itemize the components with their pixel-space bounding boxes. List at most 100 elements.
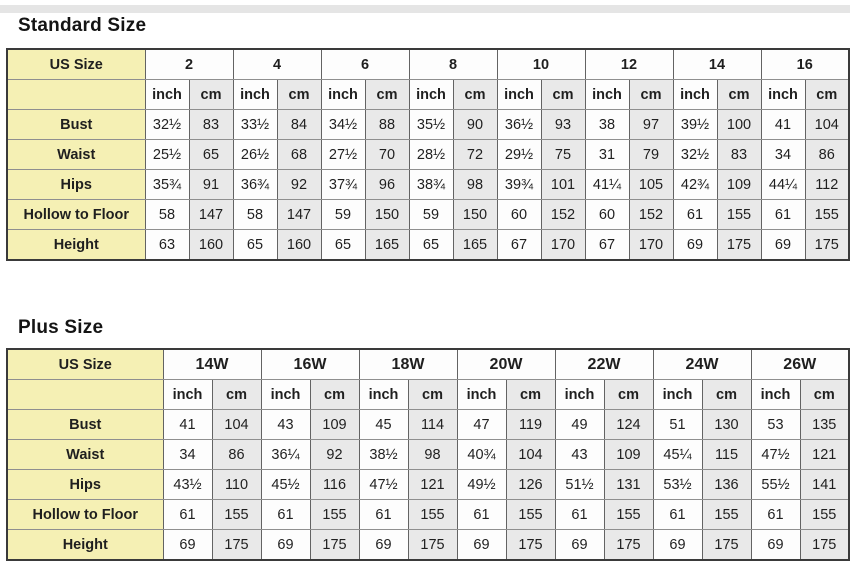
measurement-cell-inch: 69 [672, 229, 718, 261]
size-header-cell-4: 4 [232, 48, 322, 80]
measurement-cell-cm: 155 [309, 499, 360, 530]
measurement-cell-inch: 59 [320, 199, 366, 230]
measurement-cell-cm: 90 [452, 109, 498, 140]
unit-inch-cell: inch [162, 379, 213, 410]
measurement-cell-inch: 65 [408, 229, 454, 261]
measurement-cell-inch: 58 [232, 199, 278, 230]
measurement-cell-inch: 61 [760, 199, 806, 230]
standard-unit-header-row: inch cm inch cm inch cm inch cm inch cm inch cm inch… [6, 79, 850, 110]
size-header-cell-12: 12 [584, 48, 674, 80]
measurement-cell-cm: 147 [276, 199, 322, 230]
measurement-cell-inch: 65 [320, 229, 366, 261]
size-header-cell-8: 8 [408, 48, 498, 80]
measurement-cell-cm: 155 [701, 499, 752, 530]
measurement-cell-inch: 32½ [144, 109, 190, 140]
measurement-cell-inch: 41¼ [584, 169, 630, 200]
measurement-cell-inch: 45 [358, 409, 409, 440]
measurement-cell-cm: 101 [540, 169, 586, 200]
measurement-cell-inch: 38 [584, 109, 630, 140]
measurement-cell-cm: 126 [505, 469, 556, 500]
measurement-cell-cm: 155 [505, 499, 556, 530]
measurement-cell-cm: 84 [276, 109, 322, 140]
measurement-cell-inch: 61 [652, 499, 703, 530]
measurement-cell-inch: 31 [584, 139, 630, 170]
measurement-cell-inch: 39½ [672, 109, 718, 140]
unit-cm-cell: cm [505, 379, 556, 410]
standard-size-title: Standard Size [18, 15, 147, 36]
measurement-cell-cm: 83 [188, 109, 234, 140]
row-label-hollow-to-floor: Hollow to Floor [6, 499, 164, 530]
measurement-cell-inch: 61 [554, 499, 605, 530]
measurement-cell-cm: 160 [188, 229, 234, 261]
measurement-cell-inch: 49½ [456, 469, 507, 500]
unit-cm-cell: cm [540, 79, 586, 110]
measurement-cell-inch: 61 [750, 499, 801, 530]
measurement-cell-inch: 34 [760, 139, 806, 170]
size-header-cell-26w: 26W [750, 348, 850, 380]
measurement-cell-inch: 61 [456, 499, 507, 530]
measurement-cell-cm: 160 [276, 229, 322, 261]
measurement-cell-cm: 170 [540, 229, 586, 261]
measurement-cell-inch: 28½ [408, 139, 454, 170]
measurement-cell-cm: 175 [309, 529, 360, 561]
measurement-cell-cm: 124 [603, 409, 654, 440]
unit-inch-cell: inch [260, 379, 311, 410]
size-header-cell-16w: 16W [260, 348, 360, 380]
measurement-cell-inch: 32½ [672, 139, 718, 170]
measurement-cell-inch: 27½ [320, 139, 366, 170]
measurement-cell-inch: 55½ [750, 469, 801, 500]
measurement-cell-inch: 26½ [232, 139, 278, 170]
measurement-cell-inch: 38½ [358, 439, 409, 470]
plus-unit-header-row: inch cm inch cm inch cm inch cm inch cm inch cm inch… [6, 379, 850, 410]
measurement-cell-cm: 93 [540, 109, 586, 140]
measurement-cell-inch: 61 [358, 499, 409, 530]
unit-inch-cell: inch [232, 79, 278, 110]
measurement-cell-inch: 36½ [496, 109, 542, 140]
standard-row-hips: Hips 35¾ 91 36¾ 92 37¾ 96 38¾ 98 39¾ 101 41¼ 105 42¾ 1… [6, 169, 850, 200]
measurement-cell-inch: 65 [232, 229, 278, 261]
unit-inch-cell: inch [652, 379, 703, 410]
measurement-cell-cm: 150 [452, 199, 498, 230]
measurement-cell-inch: 63 [144, 229, 190, 261]
measurement-cell-inch: 51½ [554, 469, 605, 500]
measurement-cell-cm: 155 [407, 499, 458, 530]
unit-inch-cell: inch [584, 79, 630, 110]
measurement-cell-inch: 60 [496, 199, 542, 230]
unit-inch-cell: inch [760, 79, 806, 110]
unit-cm-cell: cm [799, 379, 850, 410]
measurement-cell-inch: 45½ [260, 469, 311, 500]
measurement-cell-inch: 42¾ [672, 169, 718, 200]
unit-cm-cell: cm [716, 79, 762, 110]
measurement-cell-cm: 175 [407, 529, 458, 561]
measurement-cell-inch: 69 [358, 529, 409, 561]
measurement-cell-inch: 59 [408, 199, 454, 230]
unit-cm-cell: cm [188, 79, 234, 110]
row-label-bust: Bust [6, 409, 164, 440]
measurement-cell-cm: 121 [407, 469, 458, 500]
size-header-cell-6: 6 [320, 48, 410, 80]
measurement-cell-cm: 175 [716, 229, 762, 261]
measurement-cell-cm: 147 [188, 199, 234, 230]
measurement-cell-cm: 135 [799, 409, 850, 440]
unit-inch-cell: inch [456, 379, 507, 410]
measurement-cell-inch: 49 [554, 409, 605, 440]
measurement-cell-cm: 155 [211, 499, 262, 530]
measurement-cell-inch: 69 [162, 529, 213, 561]
measurement-cell-inch: 47½ [358, 469, 409, 500]
row-label-hollow-to-floor: Hollow to Floor [6, 199, 146, 230]
measurement-cell-cm: 92 [309, 439, 360, 470]
measurement-cell-cm: 175 [603, 529, 654, 561]
plus-size-header-row: US Size 14W 16W 18W 20W 22W 24W 26W [6, 348, 850, 380]
plus-row-hips: Hips 43½ 110 45½ 116 47½ 121 49½ 126 51½ 131 53½ 136… [6, 469, 850, 500]
us-size-label: US Size [6, 48, 146, 80]
size-header-cell-22w: 22W [554, 348, 654, 380]
unit-inch-cell: inch [144, 79, 190, 110]
size-header-cell-10: 10 [496, 48, 586, 80]
unit-inch-cell: inch [750, 379, 801, 410]
measurement-cell-cm: 175 [211, 529, 262, 561]
measurement-cell-inch: 25½ [144, 139, 190, 170]
unit-inch-cell: inch [320, 79, 366, 110]
measurement-cell-inch: 41 [162, 409, 213, 440]
measurement-cell-inch: 35¾ [144, 169, 190, 200]
